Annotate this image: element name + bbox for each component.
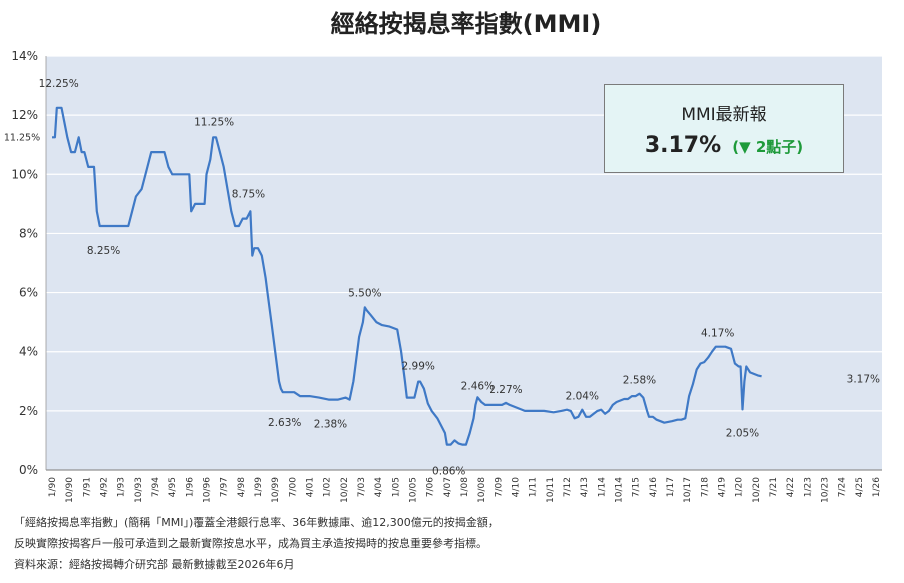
data-label: 11.25% — [194, 116, 234, 128]
x-tick-label: 1/08 — [460, 477, 470, 497]
y-tick-label: 10% — [11, 167, 38, 181]
x-tick-label: 4/95 — [168, 477, 178, 497]
x-tick-label: 4/10 — [512, 477, 522, 497]
x-tick-label: 4/04 — [374, 477, 384, 497]
data-label: 0.86% — [432, 466, 465, 478]
x-tick-label: 1/23 — [803, 477, 813, 497]
y-tick-label: 8% — [19, 226, 38, 240]
data-label: 2.99% — [402, 361, 435, 373]
latest-mmi-value-row: 3.17% (▼ 2點子) — [605, 133, 843, 158]
x-tick-label: 1/14 — [597, 477, 607, 497]
x-tick-label: 1/96 — [185, 477, 195, 497]
data-label: 5.50% — [348, 287, 381, 299]
x-tick-label: 4/13 — [580, 477, 590, 497]
data-label: 2.63% — [268, 417, 301, 429]
y-axis-ticks: 0% 2% 4% 6% 8% 10% 12% 14% — [11, 49, 38, 477]
latest-mmi-change: (▼ 2點子) — [732, 138, 804, 156]
y-tick-label: 4% — [19, 345, 38, 359]
x-tick-label: 4/16 — [649, 477, 659, 497]
x-tick-label: 7/09 — [494, 477, 504, 497]
x-tick-label: 7/15 — [632, 477, 642, 497]
data-label: 8.25% — [87, 245, 120, 257]
data-label: 2.05% — [726, 427, 759, 439]
x-axis-ticks: 1/90 10/90 7/91 4/92 1/93 10/93 7/94 4/95 1/96 10… — [48, 477, 882, 503]
latest-mmi-value: 3.17% — [644, 133, 722, 158]
data-label: 2.04% — [566, 391, 599, 403]
x-tick-label: 10/08 — [477, 477, 487, 503]
data-label: 8.75% — [232, 188, 265, 200]
y-tick-label: 0% — [19, 463, 38, 477]
data-label: 2.27% — [489, 384, 522, 396]
x-tick-label: 10/23 — [821, 477, 831, 503]
x-tick-label: 1/26 — [872, 477, 882, 497]
footnote-source: 資料來源：經絡按揭轉介研究部 最新數據截至2026年6月 — [14, 557, 295, 571]
x-tick-label: 1/02 — [323, 477, 333, 497]
x-tick-label: 10/14 — [615, 477, 625, 503]
mmi-series-line — [52, 106, 762, 446]
x-tick-label: 10/05 — [409, 477, 419, 503]
x-tick-label: 4/98 — [237, 477, 247, 497]
data-label: 4.17% — [701, 328, 734, 340]
x-tick-label: 10/11 — [546, 477, 556, 503]
x-tick-label: 7/94 — [151, 477, 161, 497]
x-tick-label: 7/18 — [700, 477, 710, 497]
y-tick-label: 12% — [11, 108, 38, 122]
x-tick-label: 1/90 — [48, 477, 58, 497]
x-tick-label: 7/00 — [288, 477, 298, 497]
x-tick-label: 1/20 — [735, 477, 745, 497]
x-tick-label: 7/21 — [769, 477, 779, 497]
x-tick-label: 10/20 — [752, 477, 762, 503]
y-tick-label: 14% — [11, 49, 38, 63]
y-tick-label: 6% — [19, 286, 38, 300]
chart-title: 經絡按揭息率指數(MMI) — [331, 10, 602, 38]
x-tick-label: 1/11 — [529, 477, 539, 497]
footnotes: 「經絡按揭息率指數」(簡稱「MMI」)覆蓋全港銀行息率、36年數據庫、逾12,3… — [14, 515, 499, 571]
data-labels: 12.25% 11.25% 11.25% 8.25% 8.75% 2.63% 2.38% 5.… — [4, 78, 880, 478]
x-tick-label: 7/97 — [220, 477, 230, 497]
data-label: 3.17% — [847, 373, 880, 385]
x-tick-label: 7/91 — [82, 477, 92, 497]
x-tick-label: 7/24 — [838, 477, 848, 497]
x-tick-label: 10/17 — [683, 477, 693, 503]
x-tick-label: 10/96 — [203, 477, 213, 503]
x-tick-label: 1/17 — [666, 477, 676, 497]
x-tick-label: 1/99 — [254, 477, 264, 497]
data-label: 2.38% — [314, 419, 347, 431]
footnote-line-2: 反映實際按揭客戶一般可承造到之最新實際按息水平，成為買主承造按揭時的按息重要參考… — [14, 536, 487, 550]
x-tick-label: 4/25 — [855, 477, 865, 497]
footnote-line-1: 「經絡按揭息率指數」(簡稱「MMI」)覆蓋全港銀行息率、36年數據庫、逾12,3… — [14, 515, 499, 529]
y-tick-label: 2% — [19, 404, 38, 418]
latest-mmi-box: MMI最新報 3.17% (▼ 2點子) — [604, 84, 844, 173]
x-tick-label: 4/22 — [786, 477, 796, 497]
data-label: 2.46% — [461, 380, 494, 392]
x-tick-label: 10/99 — [271, 477, 281, 503]
latest-mmi-title: MMI最新報 — [681, 105, 767, 125]
x-tick-label: 10/93 — [134, 477, 144, 503]
x-tick-label: 4/01 — [306, 477, 316, 497]
x-tick-label: 10/02 — [340, 477, 350, 503]
data-label: 12.25% — [39, 78, 79, 90]
x-tick-label: 7/06 — [426, 477, 436, 497]
x-tick-label: 1/05 — [391, 477, 401, 497]
data-label: 11.25% — [4, 132, 40, 143]
x-tick-label: 7/03 — [357, 477, 367, 497]
x-tick-label: 7/12 — [563, 477, 573, 497]
x-tick-label: 4/92 — [100, 477, 110, 497]
x-tick-label: 4/19 — [718, 477, 728, 497]
x-tick-label: 4/07 — [443, 477, 453, 497]
data-label: 2.58% — [623, 375, 656, 387]
x-tick-label: 1/93 — [117, 477, 127, 497]
x-tick-label: 10/90 — [65, 477, 75, 503]
